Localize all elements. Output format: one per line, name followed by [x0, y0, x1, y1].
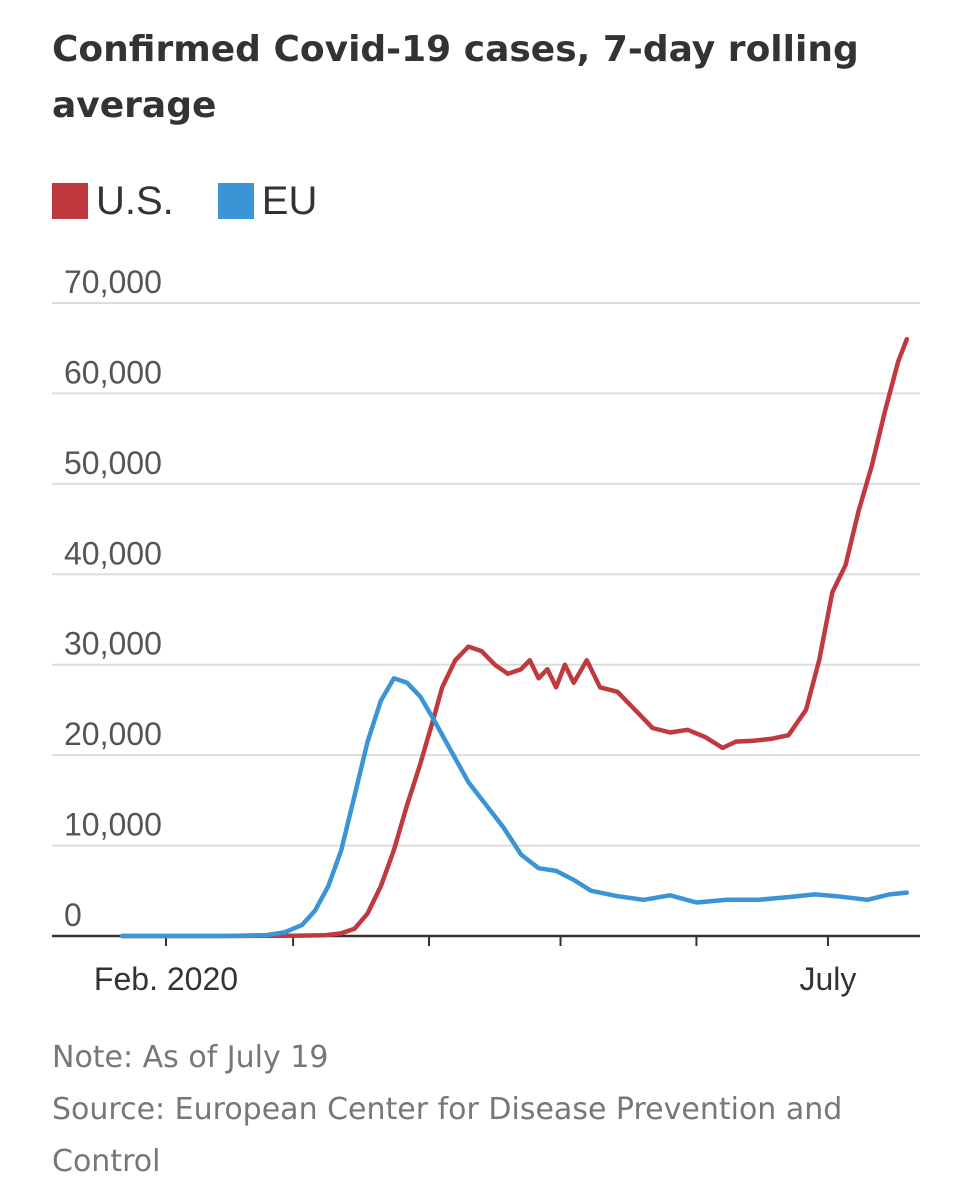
legend-item-eu: EU — [217, 178, 318, 224]
y-tick-label: 10,000 — [64, 807, 162, 843]
series-lines — [119, 336, 910, 939]
y-tick-label: 0 — [64, 897, 82, 933]
x-tick-label: Feb. 2020 — [94, 961, 238, 997]
y-tick-label: 40,000 — [64, 535, 162, 571]
legend-label-us: U.S. — [96, 178, 174, 223]
y-tick-label: 60,000 — [64, 354, 162, 390]
chart-source: Source: European Center for Disease Prev… — [52, 1092, 843, 1179]
y-tick-label: 50,000 — [64, 445, 162, 481]
chart-legend: U.S. EU — [52, 176, 361, 226]
legend-swatch-eu — [217, 183, 254, 219]
chart-title: Confirmed Covid-19 cases, 7-day rolling … — [52, 29, 859, 126]
y-tick-label: 70,000 — [64, 264, 162, 300]
line-chart: 0 10,000 20,000 30,000 40,000 50,000 60,000 70,… — [52, 264, 920, 997]
x-tick-label: July — [799, 961, 856, 997]
chart-footer: Note: As of July 19 Source: European Cen… — [52, 1032, 942, 1188]
legend-item-us: U.S. — [52, 179, 174, 224]
y-tick-label: 30,000 — [64, 626, 162, 662]
gridlines — [52, 302, 920, 847]
legend-swatch-us — [52, 183, 88, 219]
y-tick-label: 20,000 — [64, 716, 162, 752]
chart-note: Note: As of July 19 — [52, 1040, 329, 1075]
x-axis: Feb. 2020 July — [52, 934, 920, 997]
series-line-us — [119, 336, 910, 939]
legend-label-eu: EU — [261, 178, 318, 223]
series-line-eu — [119, 676, 910, 939]
y-axis-labels: 0 10,000 20,000 30,000 40,000 50,000 60,000 70,… — [64, 264, 162, 933]
